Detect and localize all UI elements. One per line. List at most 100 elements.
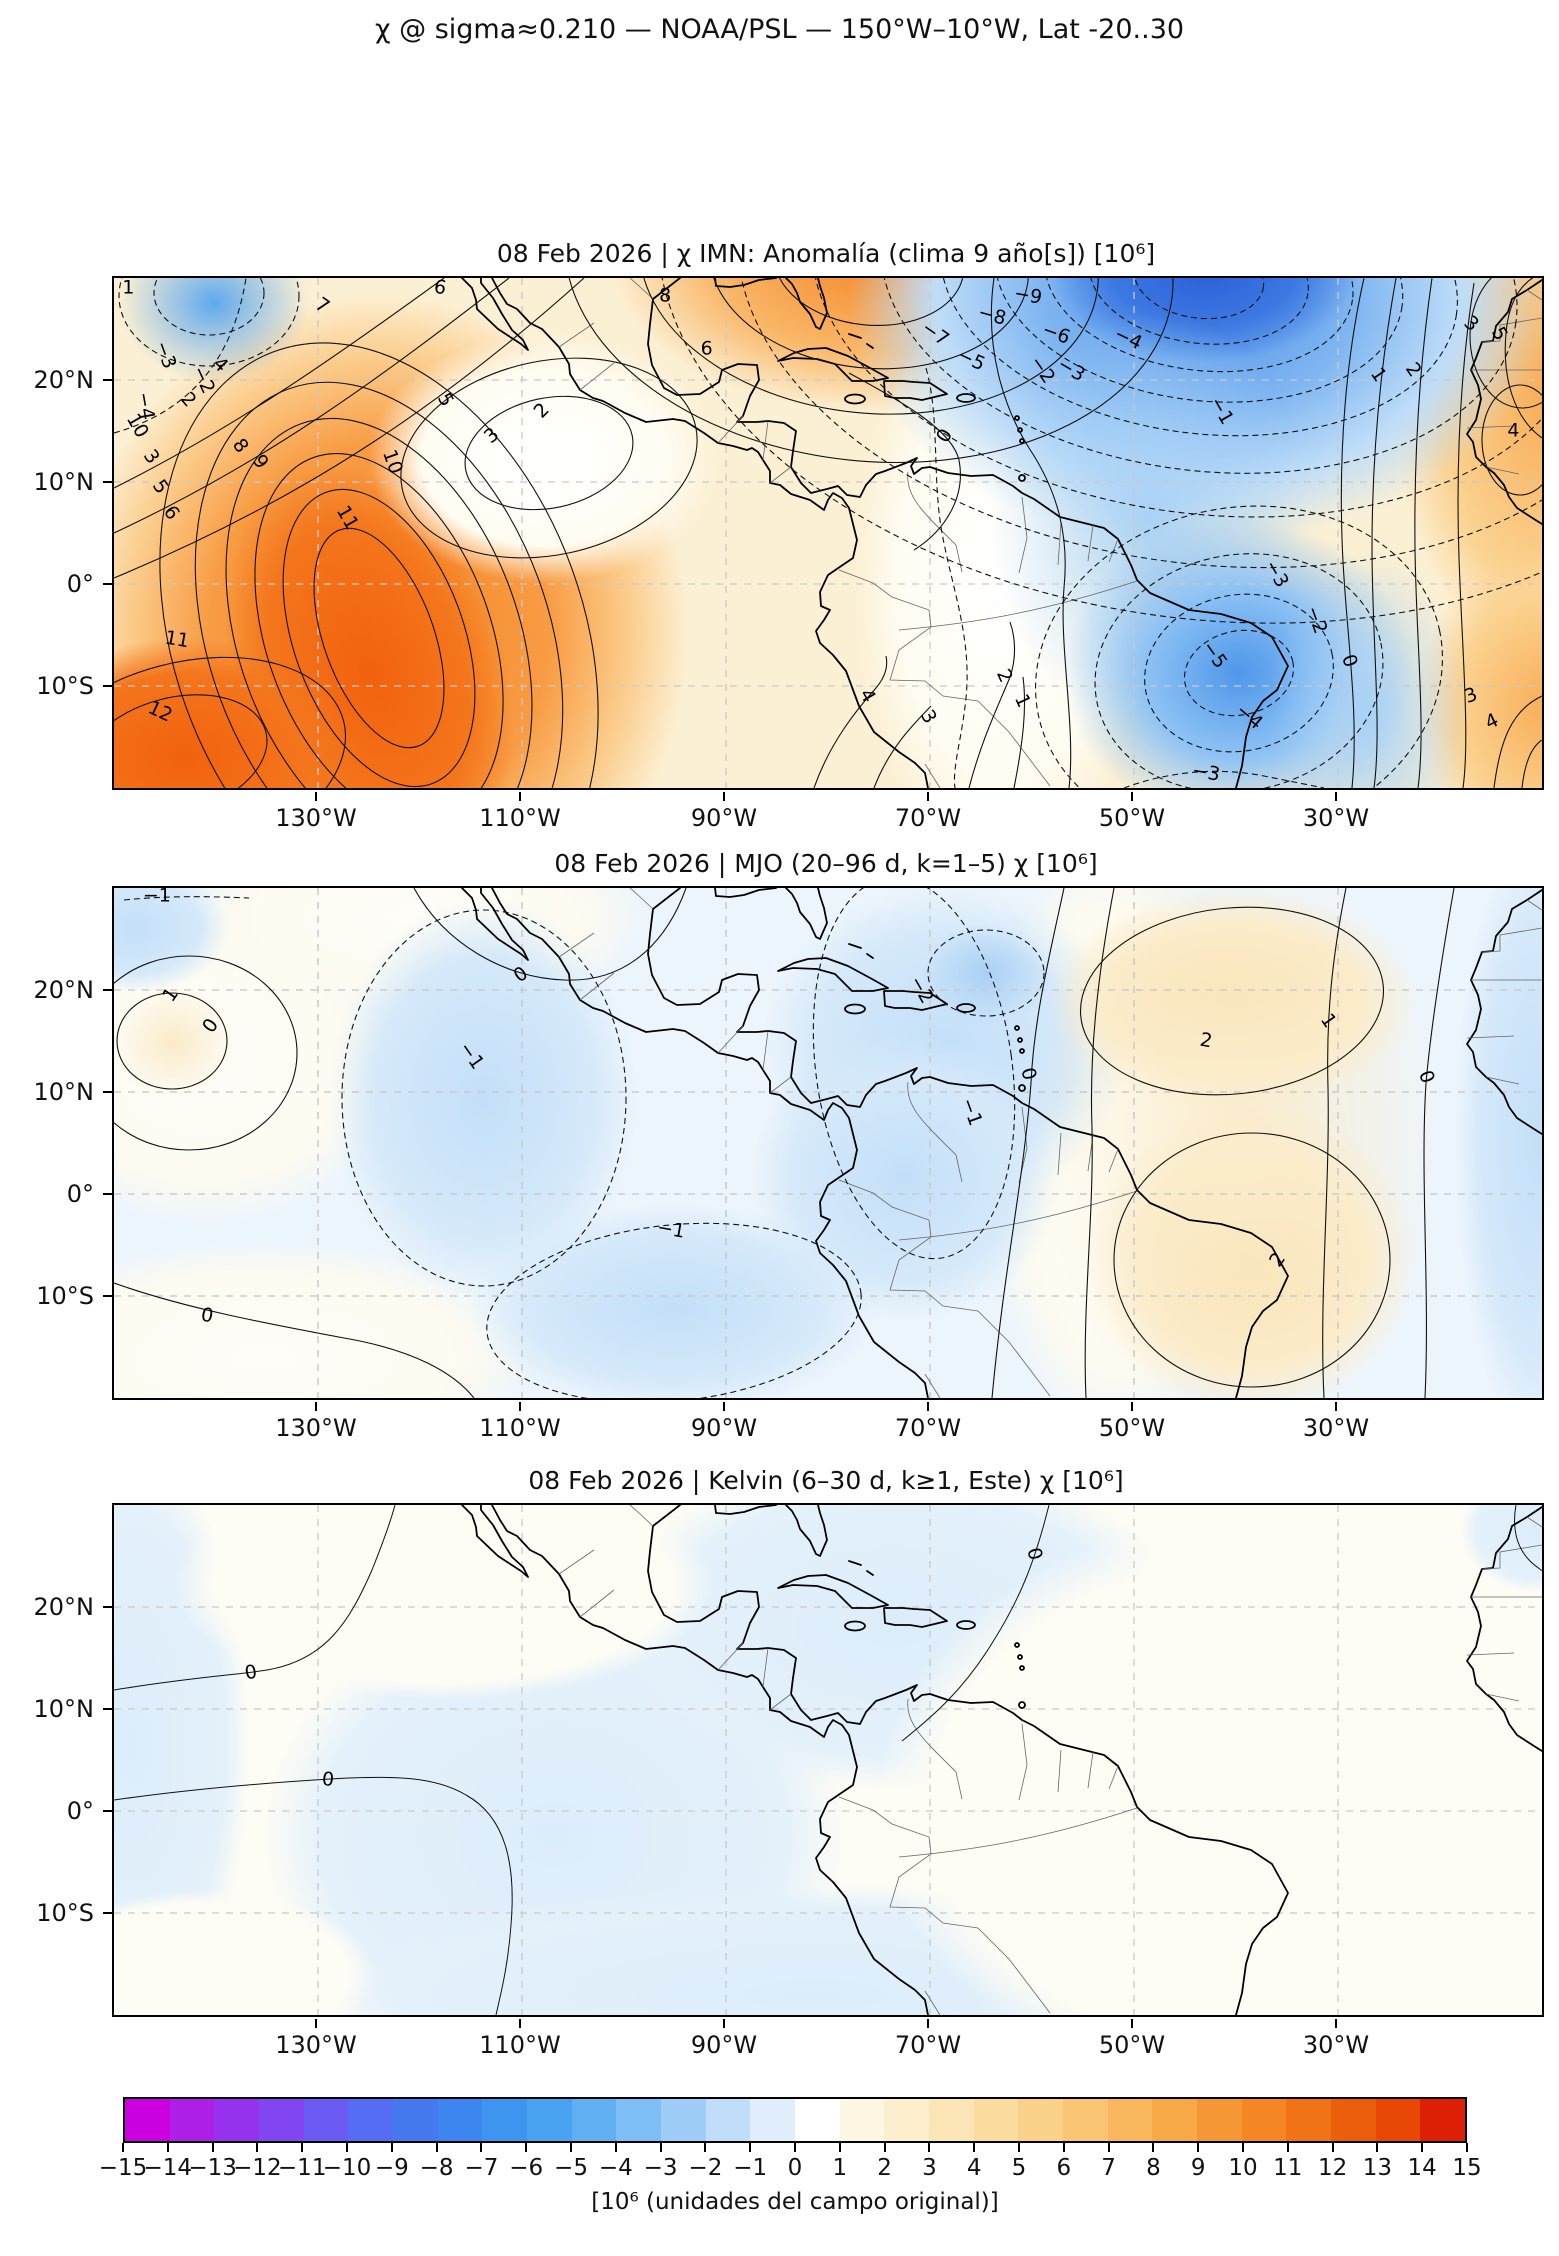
lat-tick-label: 10°S bbox=[36, 1899, 94, 1927]
lon-tick-label: 90°W bbox=[690, 2031, 758, 2059]
lon-tick-label: 110°W bbox=[479, 1414, 561, 1442]
colorbar-tick-mark bbox=[794, 2143, 796, 2152]
colorbar-tick-mark bbox=[525, 2143, 528, 2152]
lon-tick-label: 90°W bbox=[690, 804, 758, 832]
colorbar-tick-label: −15 bbox=[98, 2155, 148, 2181]
colorbar-tick-label: −9 bbox=[374, 2155, 409, 2181]
panel-kelvin: 08 Feb 2026 | Kelvin (6–30 d, k≥1, Este)… bbox=[34, 1459, 1544, 2069]
lon-tick-mark bbox=[1335, 1402, 1337, 1411]
colorbar-cell bbox=[661, 2099, 706, 2141]
colorbar-cell bbox=[214, 2099, 260, 2141]
colorbar-cell bbox=[705, 2099, 751, 2141]
colorbar-tick-label: 6 bbox=[1056, 2155, 1072, 2181]
zero-contours bbox=[114, 1505, 1542, 2015]
colorbar-cell bbox=[929, 2099, 974, 2141]
colorbar-tick-mark bbox=[614, 2143, 617, 2152]
lon-tick-label: 50°W bbox=[1098, 1414, 1166, 1442]
colorbar-cell bbox=[1375, 2099, 1421, 2141]
colorbar-tick-label: −14 bbox=[143, 2155, 193, 2181]
lat-tick-mark bbox=[103, 583, 112, 585]
colorbar-tick-label: 13 bbox=[1362, 2155, 1393, 2181]
lon-tick-label: 50°W bbox=[1098, 2031, 1166, 2059]
kelvin-contour-field bbox=[114, 1505, 1542, 2015]
colorbar-cell bbox=[884, 2099, 930, 2141]
colorbar-cell bbox=[973, 2099, 1019, 2141]
panel-anomaly-title: 08 Feb 2026 | χ IMN: Anomalía (clima 9 a… bbox=[496, 239, 1156, 268]
colorbar-cell bbox=[125, 2099, 170, 2141]
colorbar-tick-label: −10 bbox=[322, 2155, 372, 2181]
colorbar-tick-mark bbox=[1242, 2143, 1244, 2152]
colorbar-tick-label: −4 bbox=[598, 2155, 633, 2181]
colorbar-tick-mark bbox=[1062, 2143, 1065, 2152]
colorbar-tick-mark bbox=[570, 2143, 572, 2152]
lon-tick-label: 30°W bbox=[1302, 804, 1370, 832]
lat-tick-label: 20°N bbox=[33, 976, 95, 1004]
lon-tick-label: 70°W bbox=[894, 1414, 962, 1442]
colorbar-cell bbox=[1197, 2099, 1242, 2141]
lat-tick-mark bbox=[103, 989, 112, 991]
colorbar-tick-label: 7 bbox=[1101, 2155, 1116, 2181]
colorbar-tick-mark bbox=[838, 2143, 841, 2152]
colorbar-tick-label: 14 bbox=[1407, 2155, 1437, 2181]
lon-tick-mark bbox=[723, 2019, 725, 2028]
lat-tick-mark bbox=[103, 1606, 112, 1608]
lon-tick-label: 130°W bbox=[275, 1414, 357, 1442]
lon-tick-label: 110°W bbox=[479, 2031, 561, 2059]
lon-tick-label: 90°W bbox=[690, 1414, 758, 1442]
lon-tick-mark bbox=[1131, 2019, 1133, 2028]
lat-tick-mark bbox=[103, 1708, 112, 1710]
mjo-contour-field bbox=[114, 888, 1542, 1398]
colorbar-tick-label: 9 bbox=[1190, 2155, 1206, 2181]
colorbar-tick-label: −12 bbox=[233, 2155, 282, 2181]
colorbar-tick-label: 4 bbox=[966, 2155, 982, 2181]
lon-tick-mark bbox=[723, 1402, 725, 1411]
lat-tick-label: 10°S bbox=[36, 672, 94, 700]
lon-tick-mark bbox=[1335, 792, 1337, 801]
lon-tick-label: 70°W bbox=[894, 804, 962, 832]
lat-tick-mark bbox=[103, 1810, 112, 1812]
colorbar-tick-mark bbox=[1018, 2143, 1020, 2152]
colorbar-tick-label: 5 bbox=[1011, 2155, 1027, 2181]
colorbar-cell bbox=[616, 2099, 662, 2141]
colorbar-tick-mark bbox=[973, 2143, 976, 2152]
lat-tick-mark bbox=[103, 1091, 112, 1093]
panel-mjo: 08 Feb 2026 | MJO (20–96 d, k=1–5) χ [10… bbox=[34, 842, 1544, 1452]
colorbar-tick-label: −6 bbox=[509, 2155, 544, 2181]
lon-tick-mark bbox=[519, 2019, 521, 2028]
colorbar-tick-label: 3 bbox=[922, 2155, 937, 2181]
colorbar-tick-label: 10 bbox=[1228, 2155, 1258, 2181]
figure-title: χ @ sigma≈0.210 — NOAA/PSL — 150°W–10°W,… bbox=[374, 14, 1185, 45]
colorbar-cell bbox=[750, 2099, 796, 2141]
lon-tick-mark bbox=[315, 2019, 317, 2028]
colorbar-tick-mark bbox=[1376, 2143, 1379, 2152]
lat-tick-mark bbox=[103, 1193, 112, 1195]
colorbar-cell bbox=[169, 2099, 215, 2141]
lat-tick-mark bbox=[103, 481, 112, 483]
colorbar-tick-mark bbox=[256, 2143, 259, 2152]
colorbar-tick-label: 15 bbox=[1452, 2155, 1482, 2181]
colorbar-tick-mark bbox=[883, 2143, 886, 2152]
lon-tick-mark bbox=[1131, 1402, 1133, 1411]
colorbar-cell bbox=[1331, 2099, 1376, 2141]
colorbar-tick-label: −5 bbox=[554, 2155, 588, 2181]
colorbar-tick-mark bbox=[1152, 2143, 1155, 2152]
colorbar-tick-label: 0 bbox=[787, 2155, 803, 2181]
colorbar-cell bbox=[527, 2099, 572, 2141]
colorbar-tick-label: −7 bbox=[464, 2155, 499, 2181]
lat-tick-mark bbox=[103, 1912, 112, 1914]
panel-kelvin-title: 08 Feb 2026 | Kelvin (6–30 d, k≥1, Este)… bbox=[528, 1466, 1124, 1495]
colorbar-tick-mark bbox=[211, 2143, 214, 2152]
lon-tick-mark bbox=[519, 792, 521, 801]
colorbar-tick-mark bbox=[659, 2143, 662, 2152]
colorbar-cell bbox=[1107, 2099, 1153, 2141]
colorbar-tick-mark bbox=[301, 2143, 304, 2152]
colorbar-cell bbox=[1152, 2099, 1198, 2141]
lon-tick-label: 130°W bbox=[275, 2031, 357, 2059]
colorbar-tick-mark bbox=[1421, 2143, 1424, 2152]
lat-tick-mark bbox=[103, 1295, 112, 1297]
lat-tick-label: 0° bbox=[66, 1797, 94, 1825]
colorbar-cell bbox=[795, 2099, 840, 2141]
colorbar-cells bbox=[123, 2097, 1467, 2143]
lon-tick-label: 30°W bbox=[1302, 1414, 1370, 1442]
